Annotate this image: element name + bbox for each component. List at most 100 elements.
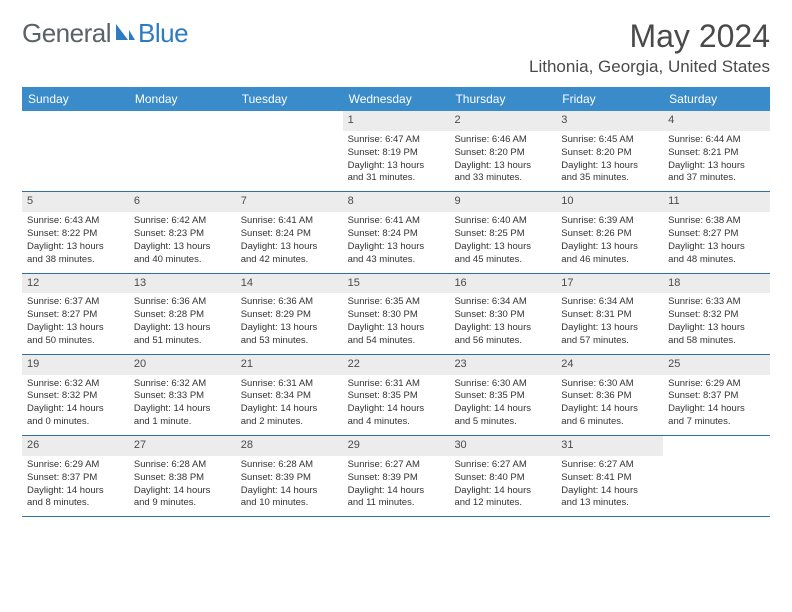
day-dl1: Daylight: 13 hours — [668, 322, 765, 334]
day-dl1: Daylight: 13 hours — [348, 322, 445, 334]
day-ss: Sunset: 8:22 PM — [27, 228, 124, 240]
day-sr: Sunrise: 6:34 AM — [454, 296, 551, 308]
day-sr: Sunrise: 6:34 AM — [561, 296, 658, 308]
day-ss: Sunset: 8:30 PM — [348, 309, 445, 321]
logo-word1: General — [22, 18, 111, 49]
day-cell — [22, 111, 129, 191]
day-details: Sunrise: 6:34 AMSunset: 8:30 PMDaylight:… — [449, 296, 556, 347]
day-number: 25 — [663, 355, 770, 375]
day-sr: Sunrise: 6:36 AM — [134, 296, 231, 308]
day-cell: 13Sunrise: 6:36 AMSunset: 8:28 PMDayligh… — [129, 274, 236, 354]
day-dl2: and 57 minutes. — [561, 335, 658, 347]
day-ss: Sunset: 8:39 PM — [241, 472, 338, 484]
day-details: Sunrise: 6:39 AMSunset: 8:26 PMDaylight:… — [556, 215, 663, 266]
dow-sunday: Sunday — [22, 87, 129, 111]
day-dl2: and 6 minutes. — [561, 416, 658, 428]
day-number: 22 — [343, 355, 450, 375]
day-ss: Sunset: 8:24 PM — [348, 228, 445, 240]
day-number: 8 — [343, 192, 450, 212]
day-number: 26 — [22, 436, 129, 456]
day-ss: Sunset: 8:26 PM — [561, 228, 658, 240]
day-ss: Sunset: 8:35 PM — [348, 390, 445, 402]
day-number: 24 — [556, 355, 663, 375]
day-ss: Sunset: 8:33 PM — [134, 390, 231, 402]
day-details: Sunrise: 6:44 AMSunset: 8:21 PMDaylight:… — [663, 134, 770, 185]
day-dl2: and 54 minutes. — [348, 335, 445, 347]
day-dl2: and 48 minutes. — [668, 254, 765, 266]
day-sr: Sunrise: 6:41 AM — [348, 215, 445, 227]
day-dl1: Daylight: 13 hours — [668, 241, 765, 253]
day-dl2: and 12 minutes. — [454, 497, 551, 509]
day-cell: 19Sunrise: 6:32 AMSunset: 8:32 PMDayligh… — [22, 355, 129, 435]
day-cell: 20Sunrise: 6:32 AMSunset: 8:33 PMDayligh… — [129, 355, 236, 435]
day-ss: Sunset: 8:32 PM — [668, 309, 765, 321]
day-cell: 3Sunrise: 6:45 AMSunset: 8:20 PMDaylight… — [556, 111, 663, 191]
day-cell: 25Sunrise: 6:29 AMSunset: 8:37 PMDayligh… — [663, 355, 770, 435]
day-sr: Sunrise: 6:29 AM — [27, 459, 124, 471]
day-cell: 6 Sunrise: 6:42 AMSunset: 8:23 PMDaylight… — [129, 192, 236, 272]
day-ss: Sunset: 8:30 PM — [454, 309, 551, 321]
day-ss: Sunset: 8:27 PM — [27, 309, 124, 321]
day-dl2: and 11 minutes. — [348, 497, 445, 509]
day-number: 5 — [22, 192, 129, 212]
day-dl2: and 38 minutes. — [27, 254, 124, 266]
day-ss: Sunset: 8:37 PM — [668, 390, 765, 402]
day-dl2: and 9 minutes. — [134, 497, 231, 509]
day-dl1: Daylight: 13 hours — [668, 160, 765, 172]
day-number: 1 — [343, 111, 450, 131]
day-cell: 29Sunrise: 6:27 AMSunset: 8:39 PMDayligh… — [343, 436, 450, 516]
day-sr: Sunrise: 6:38 AM — [668, 215, 765, 227]
day-cell: 7Sunrise: 6:41 AMSunset: 8:24 PMDaylight… — [236, 192, 343, 272]
day-cell — [129, 111, 236, 191]
day-dl1: Daylight: 13 hours — [454, 241, 551, 253]
calendar: Sunday Monday Tuesday Wednesday Thursday… — [22, 87, 770, 517]
day-cell: 18Sunrise: 6:33 AMSunset: 8:32 PMDayligh… — [663, 274, 770, 354]
day-dl2: and 0 minutes. — [27, 416, 124, 428]
day-details: Sunrise: 6:31 AMSunset: 8:35 PMDaylight:… — [343, 378, 450, 429]
dow-tuesday: Tuesday — [236, 87, 343, 111]
day-ss: Sunset: 8:38 PM — [134, 472, 231, 484]
day-number: 6 — [129, 192, 236, 212]
day-dl1: Daylight: 13 hours — [241, 241, 338, 253]
day-dl2: and 10 minutes. — [241, 497, 338, 509]
day-sr: Sunrise: 6:42 AM — [134, 215, 231, 227]
day-cell: 4Sunrise: 6:44 AMSunset: 8:21 PMDaylight… — [663, 111, 770, 191]
day-number: 19 — [22, 355, 129, 375]
day-details: Sunrise: 6:38 AMSunset: 8:27 PMDaylight:… — [663, 215, 770, 266]
day-dl2: and 50 minutes. — [27, 335, 124, 347]
day-ss: Sunset: 8:29 PM — [241, 309, 338, 321]
day-details: Sunrise: 6:36 AMSunset: 8:28 PMDaylight:… — [129, 296, 236, 347]
title-block: May 2024 Lithonia, Georgia, United State… — [529, 18, 770, 77]
day-dl1: Daylight: 14 hours — [348, 485, 445, 497]
logo: General Blue — [22, 18, 188, 49]
day-details: Sunrise: 6:37 AMSunset: 8:27 PMDaylight:… — [22, 296, 129, 347]
day-number: 21 — [236, 355, 343, 375]
day-number: 11 — [663, 192, 770, 212]
day-dl1: Daylight: 13 hours — [27, 322, 124, 334]
day-dl2: and 5 minutes. — [454, 416, 551, 428]
dow-monday: Monday — [129, 87, 236, 111]
day-dl1: Daylight: 13 hours — [561, 322, 658, 334]
week-row: 12Sunrise: 6:37 AMSunset: 8:27 PMDayligh… — [22, 274, 770, 355]
day-details: Sunrise: 6:30 AMSunset: 8:35 PMDaylight:… — [449, 378, 556, 429]
day-details: Sunrise: 6:42 AMSunset: 8:23 PMDaylight:… — [129, 215, 236, 266]
day-cell: 11 Sunrise: 6:38 AMSunset: 8:27 PMDayligh… — [663, 192, 770, 272]
day-cell: 5Sunrise: 6:43 AMSunset: 8:22 PMDaylight… — [22, 192, 129, 272]
day-dl2: and 58 minutes. — [668, 335, 765, 347]
day-sr: Sunrise: 6:39 AM — [561, 215, 658, 227]
day-details: Sunrise: 6:32 AMSunset: 8:33 PMDaylight:… — [129, 378, 236, 429]
day-cell: 14Sunrise: 6:36 AMSunset: 8:29 PMDayligh… — [236, 274, 343, 354]
day-sr: Sunrise: 6:29 AM — [668, 378, 765, 390]
day-details: Sunrise: 6:29 AMSunset: 8:37 PMDaylight:… — [22, 459, 129, 510]
day-details: Sunrise: 6:40 AMSunset: 8:25 PMDaylight:… — [449, 215, 556, 266]
day-sr: Sunrise: 6:32 AM — [27, 378, 124, 390]
day-ss: Sunset: 8:23 PM — [134, 228, 231, 240]
day-cell: 17Sunrise: 6:34 AMSunset: 8:31 PMDayligh… — [556, 274, 663, 354]
day-cell: 16Sunrise: 6:34 AMSunset: 8:30 PMDayligh… — [449, 274, 556, 354]
day-ss: Sunset: 8:40 PM — [454, 472, 551, 484]
day-sr: Sunrise: 6:28 AM — [241, 459, 338, 471]
location: Lithonia, Georgia, United States — [529, 57, 770, 77]
day-ss: Sunset: 8:28 PM — [134, 309, 231, 321]
week-row: 19Sunrise: 6:32 AMSunset: 8:32 PMDayligh… — [22, 355, 770, 436]
day-cell: 2Sunrise: 6:46 AMSunset: 8:20 PMDaylight… — [449, 111, 556, 191]
